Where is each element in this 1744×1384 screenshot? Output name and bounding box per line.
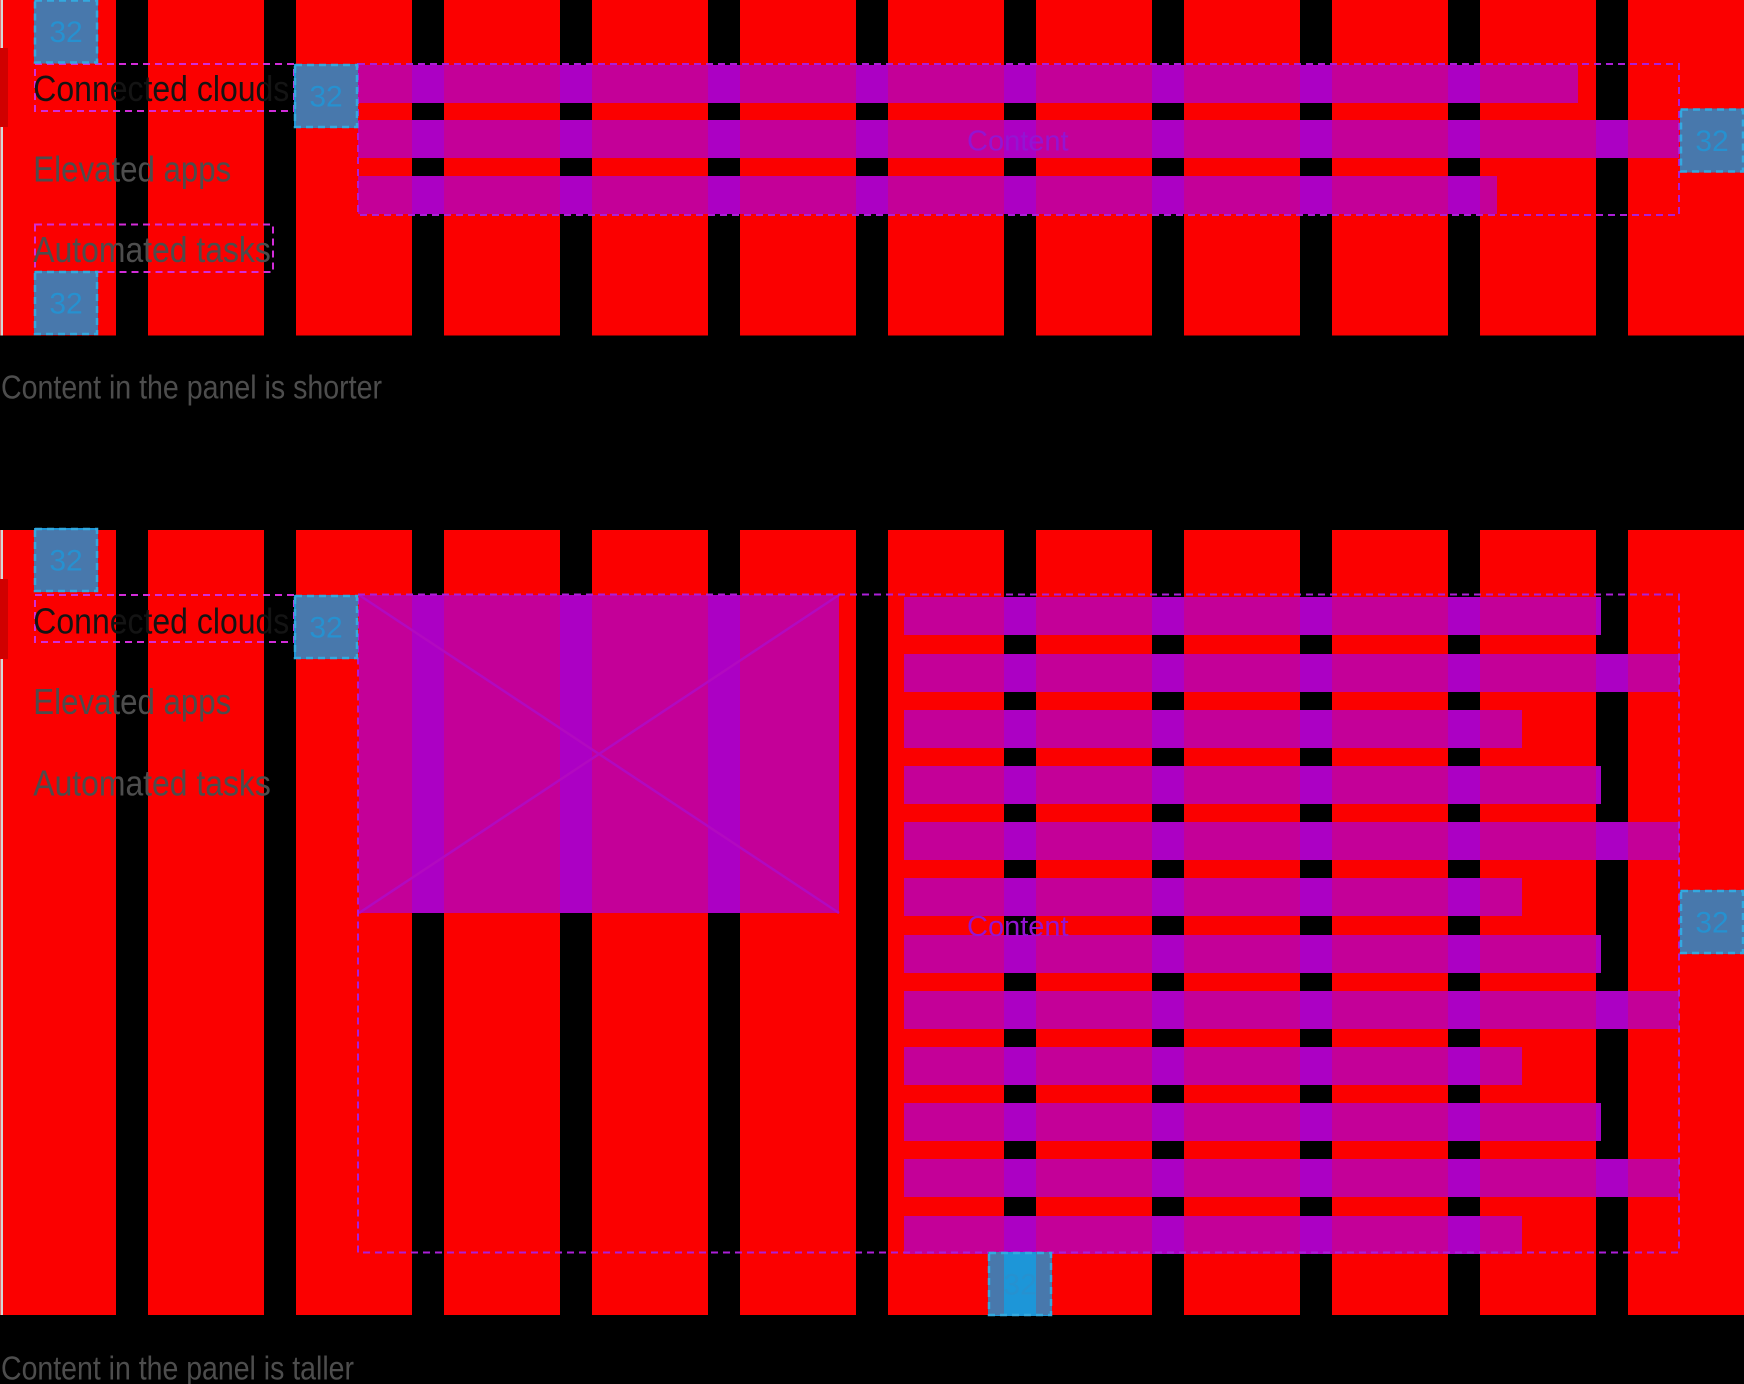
svg-text:Content in the panel is taller: Content in the panel is taller bbox=[1, 1350, 354, 1384]
svg-text:32: 32 bbox=[309, 611, 342, 644]
svg-text:Automated tasks: Automated tasks bbox=[33, 763, 270, 804]
svg-text:Content: Content bbox=[967, 125, 1069, 157]
svg-text:Content: Content bbox=[967, 911, 1069, 943]
svg-text:Elevated apps: Elevated apps bbox=[33, 681, 231, 722]
svg-text:Connected clouds: Connected clouds bbox=[33, 601, 289, 642]
svg-text:32: 32 bbox=[1695, 906, 1728, 939]
svg-text:32: 32 bbox=[49, 16, 82, 49]
svg-text:32: 32 bbox=[49, 544, 82, 577]
svg-text:32: 32 bbox=[309, 80, 342, 113]
svg-text:32: 32 bbox=[1695, 125, 1728, 158]
svg-text:Elevated apps: Elevated apps bbox=[33, 149, 231, 190]
svg-text:Automated tasks: Automated tasks bbox=[33, 229, 270, 270]
svg-text:32: 32 bbox=[49, 287, 82, 320]
svg-text:Connected clouds: Connected clouds bbox=[33, 68, 289, 109]
svg-text:32: 32 bbox=[1003, 1268, 1036, 1301]
svg-text:Content in the panel is shorte: Content in the panel is shorter bbox=[1, 369, 382, 406]
